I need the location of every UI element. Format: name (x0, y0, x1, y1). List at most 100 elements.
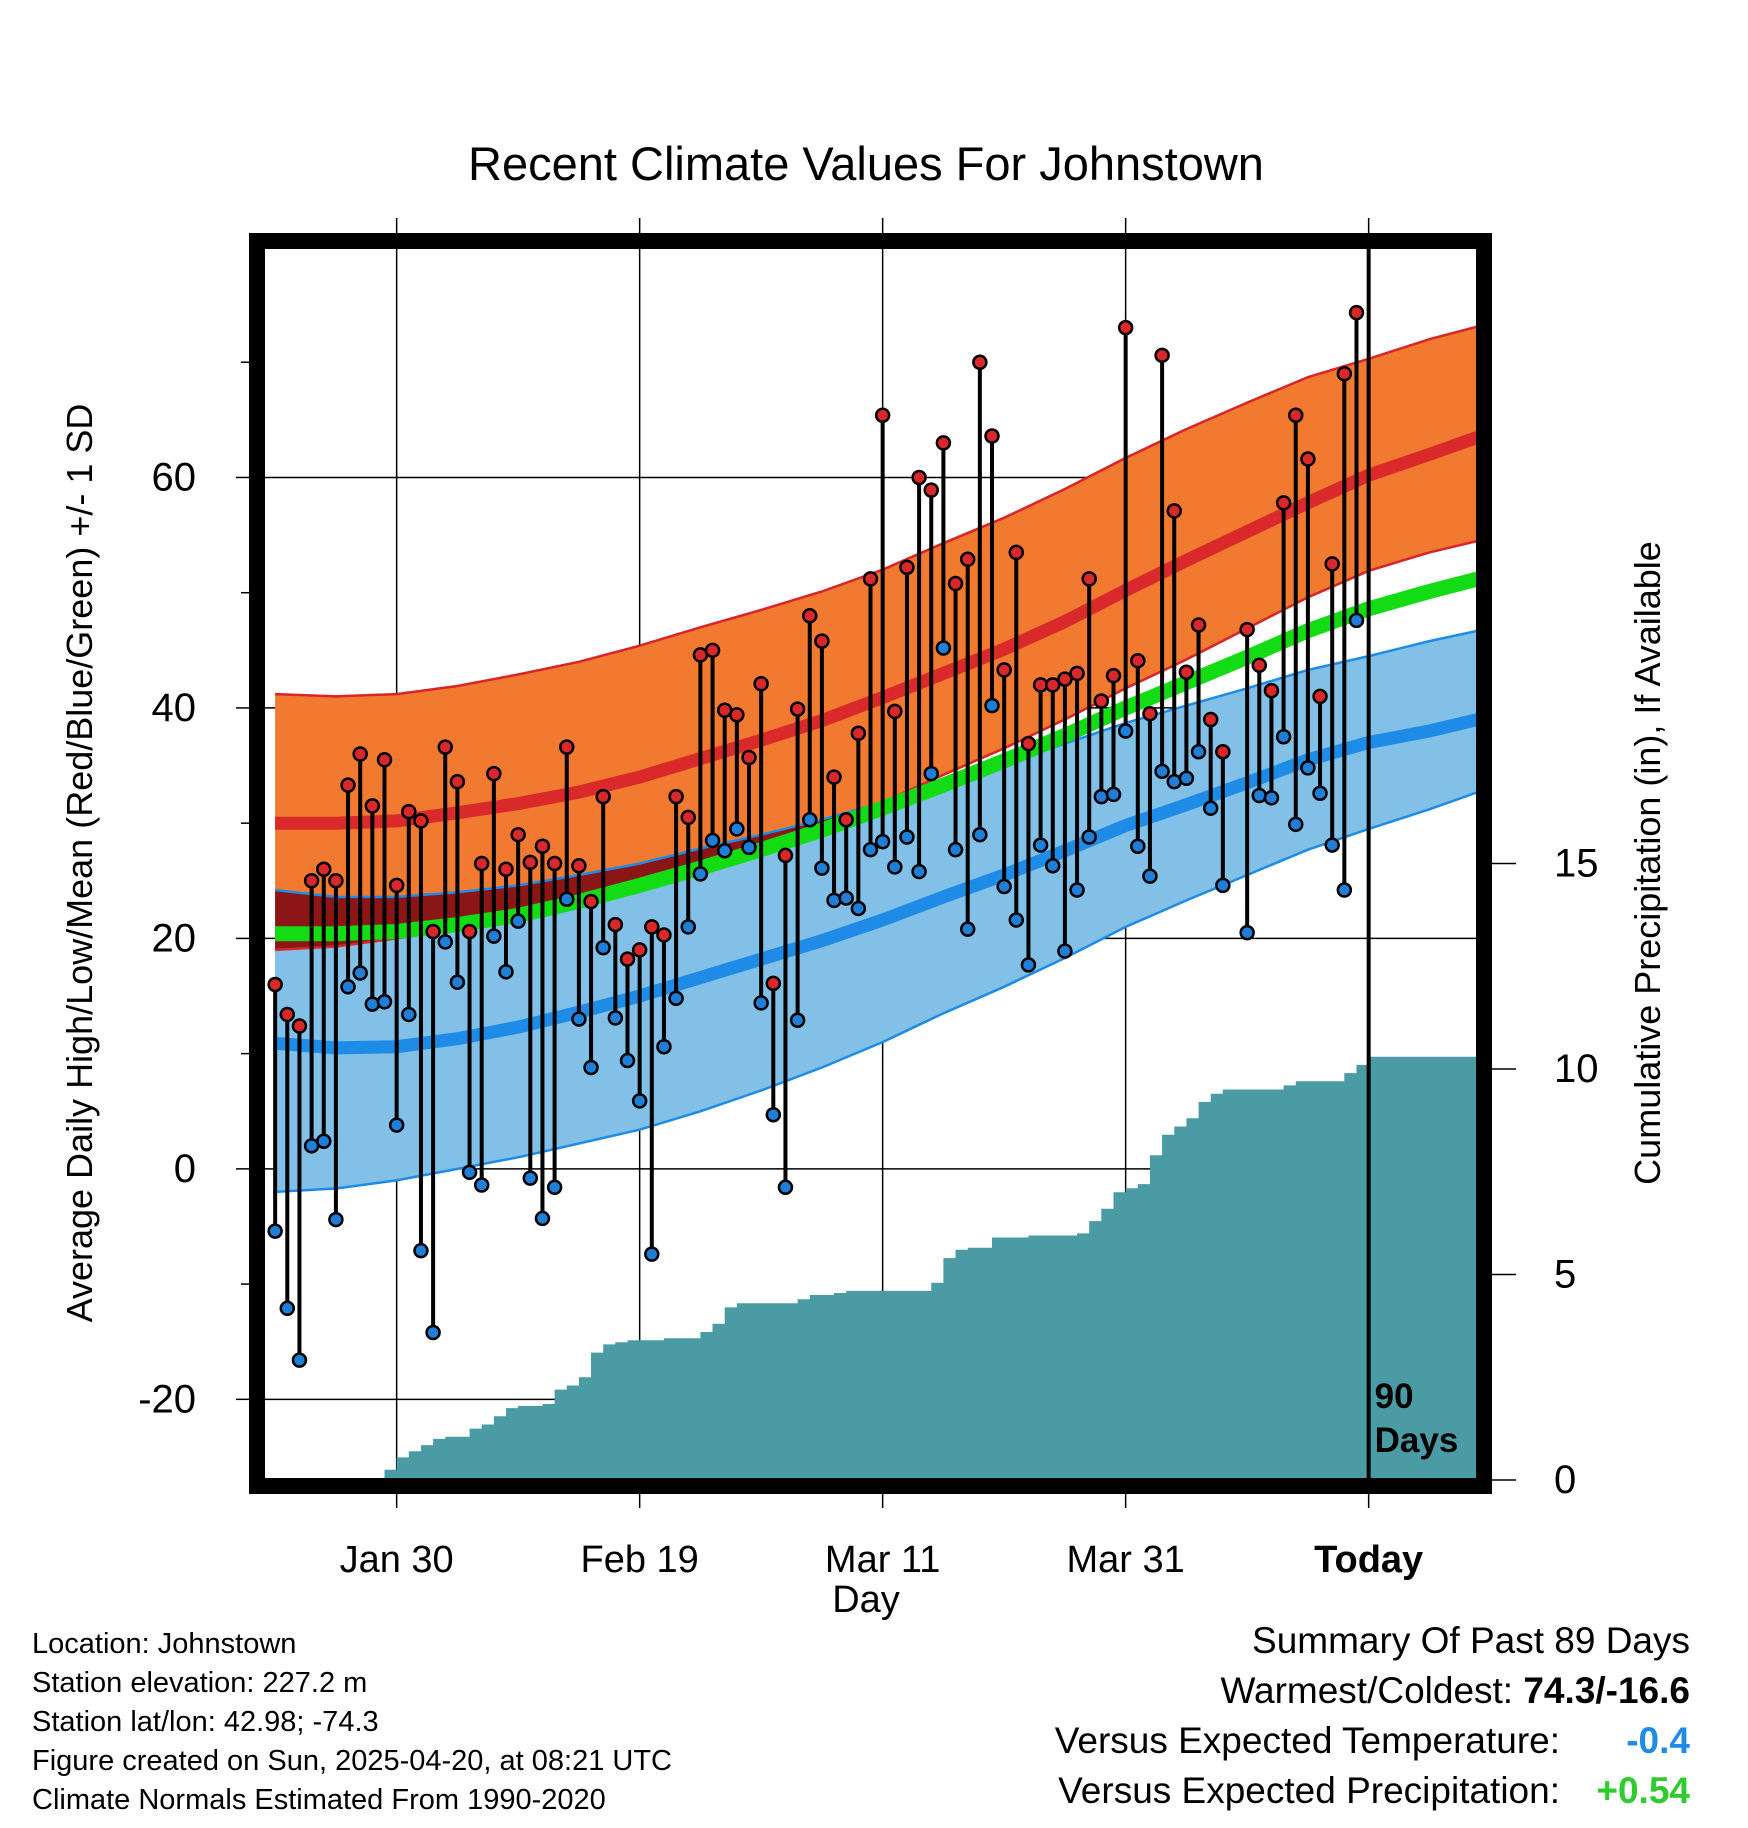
meta-latlon: Station lat/lon: 42.98; -74.3 (32, 1706, 379, 1738)
daily-high-point (1045, 677, 1061, 693)
daily-low-point (850, 900, 867, 917)
daily-high-point (777, 847, 794, 864)
daily-low-point (364, 996, 381, 1012)
daily-high-point (1215, 743, 1231, 760)
daily-low-point (1300, 760, 1316, 776)
daily-high-point (571, 858, 587, 874)
summary-precip-value: +0.54 (1596, 1770, 1690, 1811)
daily-high-point (583, 893, 599, 910)
daily-low-point (571, 1011, 587, 1027)
x-axis-label: Day (832, 1579, 900, 1621)
daily-high-point (850, 725, 867, 742)
daily-low-point (1045, 858, 1061, 874)
daily-low-point (911, 863, 927, 880)
daily-high-point (534, 838, 551, 854)
daily-low-point (583, 1059, 599, 1076)
daily-high-point (631, 942, 648, 958)
daily-low-point (984, 697, 1000, 714)
y-tick-label: 20 (152, 916, 197, 960)
daily-high-point (522, 854, 539, 871)
daily-high-point (704, 642, 721, 659)
daily-low-point (1117, 723, 1134, 739)
daily-high-point (1251, 657, 1268, 674)
daily-high-point (1093, 693, 1110, 709)
daily-high-point (413, 813, 429, 829)
daily-low-point (947, 841, 964, 858)
daily-high-point (959, 551, 976, 568)
daily-low-point (741, 839, 757, 856)
daily-high-point (401, 803, 417, 820)
daily-high-point (1130, 652, 1146, 669)
daily-low-point (413, 1242, 429, 1259)
daily-high-point (498, 861, 514, 878)
daily-low-point (1215, 877, 1231, 894)
daily-low-point (972, 826, 988, 843)
daily-high-point (1020, 735, 1037, 752)
daily-low-point (704, 832, 721, 849)
daily-low-point (668, 990, 684, 1007)
daily-high-point (862, 571, 879, 587)
daily-high-point (1336, 366, 1353, 382)
daily-high-point (789, 701, 806, 717)
daily-high-point (668, 788, 684, 805)
daily-high-point (425, 923, 441, 940)
daily-high-point (1324, 556, 1340, 572)
daily-low-point (449, 974, 466, 990)
daily-high-point (923, 482, 939, 498)
daily-low-point (486, 928, 502, 944)
daily-low-point (1288, 816, 1304, 833)
daily-high-point (802, 607, 818, 624)
daily-low-point (461, 1164, 478, 1181)
daily-high-point (874, 407, 891, 423)
daily-low-point (1239, 924, 1255, 941)
daily-low-point (874, 833, 891, 850)
daily-high-point (1154, 347, 1170, 364)
plot-frame (249, 233, 1492, 1494)
summary-temp-label: Versus Expected Temperature: (1054, 1720, 1560, 1761)
x-tick-label: Feb 19 (580, 1539, 698, 1581)
daily-low-point (716, 843, 733, 859)
daily-high-point (741, 749, 757, 766)
daily-low-point (291, 1352, 308, 1368)
daily-low-point (607, 1010, 624, 1026)
daily-high-point (461, 923, 478, 940)
x-tick-label: Mar 31 (1067, 1539, 1185, 1581)
daily-low-point (777, 1179, 794, 1196)
daily-high-point (1202, 711, 1219, 728)
daily-high-point (729, 707, 745, 723)
daily-high-point (510, 826, 526, 843)
summary-warmest-label: Warmest/Coldest: (1220, 1670, 1524, 1711)
precipitation-area (275, 1056, 1478, 1480)
daily-low-point (1263, 790, 1280, 806)
daily-low-point (1275, 728, 1292, 745)
daily-low-point (522, 1170, 539, 1186)
meta-normals: Climate Normals Estimated From 1990-2020 (32, 1784, 606, 1816)
daily-low-point (862, 841, 879, 858)
axes: -20 0 20 40 60 0 5 10 15 Jan 30 Feb 19 Mar 11 Mar 31… (138, 218, 1599, 1581)
daily-high-point (303, 873, 320, 889)
summary-warmest-value: 74.3/-16.6 (1523, 1670, 1690, 1711)
daily-low-point (765, 1106, 782, 1123)
daily-low-point (1202, 800, 1219, 816)
daily-low-point (1336, 882, 1353, 898)
daily-high-point (984, 428, 1000, 444)
y-axis-label: Average Daily High/Low/Mean (Red/Blue/Gr… (59, 404, 100, 1323)
daily-high-point (316, 861, 332, 878)
daily-low-point (923, 765, 939, 782)
daily-low-point (789, 1012, 806, 1028)
x-tick-label: Jan 30 (340, 1539, 454, 1581)
daily-high-point (765, 975, 782, 992)
y-tick-label: 60 (152, 455, 197, 499)
daily-high-point (388, 877, 405, 894)
cumulative-precip-area (275, 1056, 1478, 1480)
x-tick-label: Mar 11 (825, 1539, 940, 1581)
daily-high-point (291, 1018, 308, 1034)
daily-high-point (376, 752, 393, 768)
daily-low-point (1348, 612, 1365, 629)
daily-low-point (546, 1179, 563, 1196)
daily-low-point (814, 860, 830, 876)
daily-low-point (644, 1246, 660, 1262)
daily-low-point (376, 994, 393, 1010)
daily-low-point (802, 811, 818, 828)
daily-high-point (1008, 544, 1025, 561)
